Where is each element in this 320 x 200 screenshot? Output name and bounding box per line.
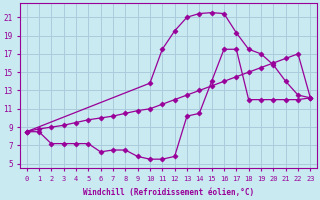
X-axis label: Windchill (Refroidissement éolien,°C): Windchill (Refroidissement éolien,°C)	[83, 188, 254, 197]
